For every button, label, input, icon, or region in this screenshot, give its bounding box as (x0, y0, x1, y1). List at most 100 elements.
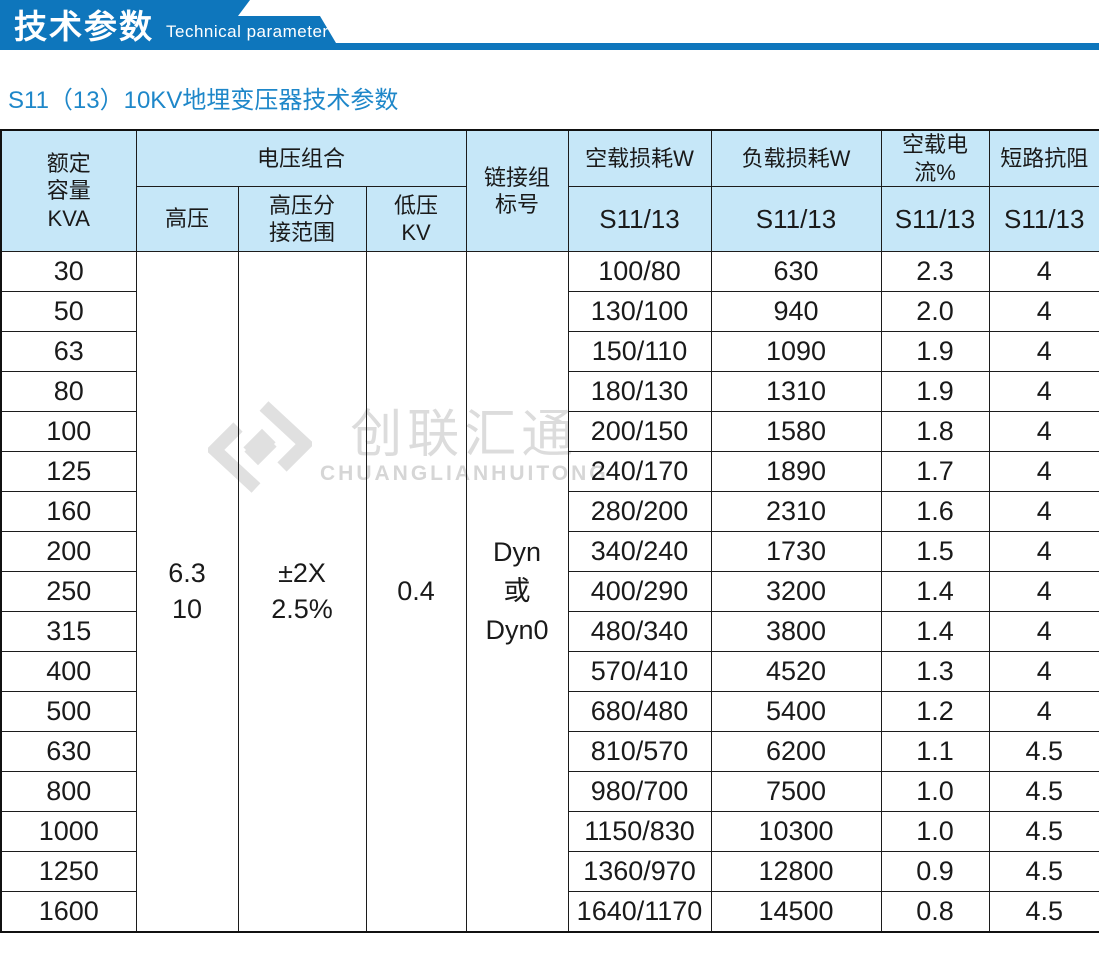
cell-current: 1.8 (880, 411, 990, 452)
cell-load-loss: 7500 (710, 771, 882, 812)
cell-capacity: 1250 (0, 851, 137, 892)
cell-impedance: 4 (988, 651, 1099, 692)
cell-capacity: 630 (0, 731, 137, 772)
header-no-load-current: 空载电流% (880, 129, 990, 187)
cell-load-loss: 6200 (710, 731, 882, 772)
table-row: 80 180/130 1310 1.9 4 (0, 371, 1099, 412)
parameters-table: 额定 容量 KVA 电压组合 链接组 标号 空载损耗W 负载损耗W 空载电流% … (0, 129, 1099, 933)
table-row: 200 340/240 1730 1.5 4 (0, 531, 1099, 572)
table-row: 315 480/340 3800 1.4 4 (0, 611, 1099, 652)
cell-current: 1.7 (880, 451, 990, 492)
cell-impedance: 4.5 (988, 891, 1099, 932)
cell-current: 1.1 (880, 731, 990, 772)
cell-impedance: 4 (988, 411, 1099, 452)
cell-current: 1.3 (880, 651, 990, 692)
header-voltage-group: 电压组合 (135, 129, 467, 187)
table-row: 50 130/100 940 2.0 4 (0, 291, 1099, 332)
cell-impedance: 4 (988, 371, 1099, 412)
cell-no-load-loss: 480/340 (567, 611, 712, 652)
cell-impedance: 4.5 (988, 771, 1099, 812)
header-no-load-loss: 空载损耗W (567, 129, 712, 187)
cell-no-load-loss: 810/570 (567, 731, 712, 772)
cell-capacity: 315 (0, 611, 137, 652)
cell-load-loss: 3800 (710, 611, 882, 652)
cell-impedance: 4 (988, 451, 1099, 492)
header-tap-range: 高压分 接范围 (237, 186, 367, 252)
cell-impedance: 4 (988, 251, 1099, 292)
cell-capacity: 800 (0, 771, 137, 812)
cell-no-load-loss: 1150/830 (567, 811, 712, 852)
header-s11-no-load-loss: S11/13 (567, 186, 712, 252)
cell-capacity: 200 (0, 531, 137, 572)
cell-load-loss: 5400 (710, 691, 882, 732)
cell-load-loss: 2310 (710, 491, 882, 532)
cell-no-load-loss: 1640/1170 (567, 891, 712, 932)
table-row: 63 150/110 1090 1.9 4 (0, 331, 1099, 372)
cell-no-load-loss: 150/110 (567, 331, 712, 372)
cell-capacity: 400 (0, 651, 137, 692)
header-rated-capacity: 额定 容量 KVA (0, 129, 137, 252)
table-row: 160 280/200 2310 1.6 4 (0, 491, 1099, 532)
cell-impedance: 4 (988, 291, 1099, 332)
cell-tap-range: ±2X 2.5% (237, 251, 367, 932)
table-row: 630 810/570 6200 1.1 4.5 (0, 731, 1099, 772)
cell-no-load-loss: 180/130 (567, 371, 712, 412)
table-row: 1000 1150/830 10300 1.0 4.5 (0, 811, 1099, 852)
header-impedance: 短路抗阻 (988, 129, 1099, 187)
cell-no-load-loss: 340/240 (567, 531, 712, 572)
cell-load-loss: 1890 (710, 451, 882, 492)
header-low-voltage: 低压 KV (365, 186, 467, 252)
cell-capacity: 500 (0, 691, 137, 732)
cell-no-load-loss: 400/290 (567, 571, 712, 612)
cell-current: 1.0 (880, 771, 990, 812)
cell-no-load-loss: 680/480 (567, 691, 712, 732)
header-load-loss: 负载损耗W (710, 129, 882, 187)
cell-impedance: 4 (988, 611, 1099, 652)
cell-capacity: 250 (0, 571, 137, 612)
table-row: 125 240/170 1890 1.7 4 (0, 451, 1099, 492)
cell-impedance: 4 (988, 691, 1099, 732)
cell-vector-group: Dyn 或 Dyn0 (465, 251, 569, 932)
cell-impedance: 4 (988, 491, 1099, 532)
cell-capacity: 80 (0, 371, 137, 412)
cell-load-loss: 4520 (710, 651, 882, 692)
cell-capacity: 1600 (0, 891, 137, 932)
cell-load-loss: 630 (710, 251, 882, 292)
header-s11-impedance: S11/13 (988, 186, 1099, 252)
cell-capacity: 50 (0, 291, 137, 332)
cell-high-voltage: 6.3 10 (135, 251, 239, 932)
table-row: 1600 1640/1170 14500 0.8 4.5 (0, 891, 1099, 932)
cell-impedance: 4.5 (988, 851, 1099, 892)
cell-capacity: 125 (0, 451, 137, 492)
table-zone: 创联汇通 CHUANGLIANHUITONG 额定 容量 KVA 电压组合 链接… (0, 129, 1099, 933)
cell-capacity: 1000 (0, 811, 137, 852)
header-s11-load-loss: S11/13 (710, 186, 882, 252)
header-high-voltage: 高压 (135, 186, 239, 252)
banner-title-en: Technical parameter (166, 22, 329, 41)
cell-current: 1.4 (880, 611, 990, 652)
cell-current: 2.0 (880, 291, 990, 332)
cell-load-loss: 12800 (710, 851, 882, 892)
cell-impedance: 4 (988, 571, 1099, 612)
cell-no-load-loss: 100/80 (567, 251, 712, 292)
cell-no-load-loss: 980/700 (567, 771, 712, 812)
cell-current: 0.8 (880, 891, 990, 932)
cell-load-loss: 1310 (710, 371, 882, 412)
cell-no-load-loss: 130/100 (567, 291, 712, 332)
table-row: 100 200/150 1580 1.8 4 (0, 411, 1099, 452)
table-row: 1250 1360/970 12800 0.9 4.5 (0, 851, 1099, 892)
cell-impedance: 4.5 (988, 731, 1099, 772)
cell-current: 1.2 (880, 691, 990, 732)
cell-capacity: 100 (0, 411, 137, 452)
cell-current: 1.5 (880, 531, 990, 572)
cell-load-loss: 940 (710, 291, 882, 332)
cell-current: 1.6 (880, 491, 990, 532)
cell-current: 0.9 (880, 851, 990, 892)
cell-current: 2.3 (880, 251, 990, 292)
banner-title: 技术参数 (14, 8, 154, 45)
header-s11-current: S11/13 (880, 186, 990, 252)
cell-current: 1.0 (880, 811, 990, 852)
table-row: 30 6.3 10 ±2X 2.5% 0.4 Dyn 或 Dyn0 100/80… (0, 251, 1099, 932)
cell-no-load-loss: 200/150 (567, 411, 712, 452)
cell-impedance: 4.5 (988, 811, 1099, 852)
